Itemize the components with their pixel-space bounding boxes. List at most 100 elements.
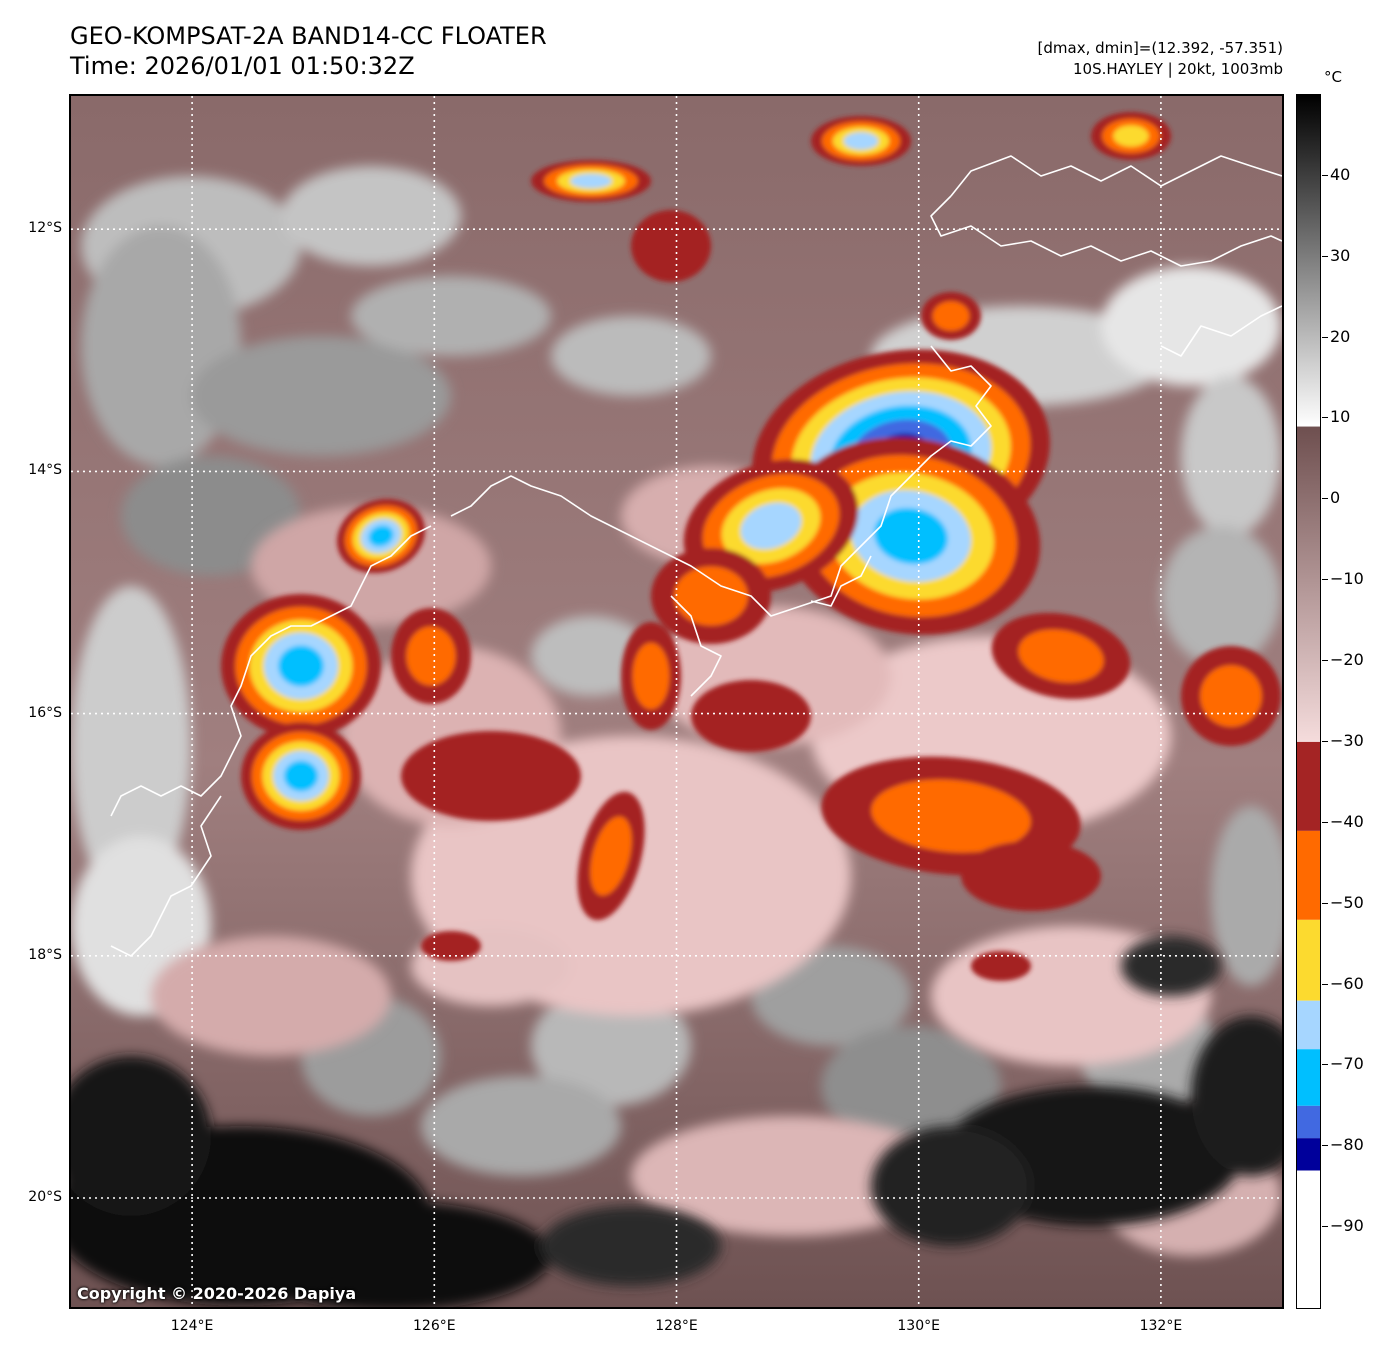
warm-cloud-patch <box>281 166 461 266</box>
colorbar-segment <box>1297 919 1320 1001</box>
convective-cell <box>1200 665 1262 727</box>
longitude-label: 128°E <box>655 1318 698 1334</box>
colorbar-segment <box>1297 426 1320 742</box>
colorbar-segment <box>1297 741 1320 831</box>
colorbar-tick-mark <box>1322 902 1328 904</box>
convection-layer <box>221 112 1281 981</box>
colorbar-tick-label: 20 <box>1330 326 1351 346</box>
latitude-label: 18°S <box>28 946 62 963</box>
latitude-label: 14°S <box>28 462 62 479</box>
colorbar-tick-label: −50 <box>1330 892 1364 912</box>
satellite-image-map[interactable]: Copyright © 2020-2026 Dapiya <box>69 94 1284 1309</box>
cirrus-patch <box>631 1116 951 1236</box>
coastline-segment <box>810 555 872 607</box>
colorbar-tick-label: −70 <box>1330 1054 1364 1074</box>
colorbar-tick-mark <box>1322 174 1328 176</box>
colorbar-tick-label: −20 <box>1330 650 1364 670</box>
temperature-colorbar <box>1296 94 1321 1309</box>
coastline-segment <box>110 795 222 957</box>
warm-cloud-patch <box>821 1026 1001 1146</box>
convective-cell <box>590 816 632 896</box>
warm-cloud-patch <box>1161 526 1281 666</box>
convective-cell <box>874 507 948 565</box>
latitude-label: 20°S <box>28 1189 62 1205</box>
colorbar-tick-mark <box>1322 579 1328 581</box>
clear-sky-patch <box>871 1126 1031 1246</box>
warm-cloud-patch <box>1101 266 1281 386</box>
convective-cell <box>401 731 581 821</box>
convective-cell <box>570 173 612 189</box>
colorbar-tick-mark <box>1322 255 1328 257</box>
coastline-segment <box>670 595 722 697</box>
warm-cloud-patch <box>531 986 691 1106</box>
colorbar-tick-mark <box>1322 1064 1328 1066</box>
clear-sky-patch <box>1191 1016 1282 1176</box>
colorbar-tick-label: −80 <box>1330 1135 1364 1155</box>
coastline-segment <box>110 525 432 817</box>
colorbar-tick-label: −40 <box>1330 811 1364 831</box>
colorbar-tick-mark <box>1322 336 1328 338</box>
gridlines <box>71 96 1282 1307</box>
map-timestamp: Time: 2026/01/01 01:50:32Z <box>70 52 415 80</box>
warm-cloud-patch <box>1181 376 1281 536</box>
longitude-label: 126°E <box>413 1318 456 1334</box>
colorbar-tick-mark <box>1322 417 1328 419</box>
convective-cell <box>631 210 711 282</box>
warm-cloud-patch <box>351 276 551 356</box>
longitude-label: 132°E <box>1139 1318 1183 1334</box>
warm-cloud-patch <box>191 336 451 456</box>
coastline <box>110 155 1282 957</box>
map-title: GEO-KOMPSAT-2A BAND14-CC FLOATER <box>70 22 547 50</box>
map-canvas <box>71 96 1282 1307</box>
colorbar-segment <box>1297 830 1320 920</box>
warm-cloud-patch <box>1211 806 1282 986</box>
colorbar-segment <box>1297 95 1320 427</box>
convective-cell <box>691 680 811 752</box>
cirrus-patch <box>151 936 391 1056</box>
convective-cell <box>406 626 456 686</box>
colorbar-tick-label: 0 <box>1330 488 1341 508</box>
colorbar-canvas <box>1297 95 1320 1308</box>
convective-cell <box>674 566 748 626</box>
copyright-notice: Copyright © 2020-2026 Dapiya <box>77 1284 357 1303</box>
convective-cell <box>1113 125 1149 147</box>
warm-cloud-patch <box>71 586 191 906</box>
convective-cell <box>1018 629 1104 683</box>
clear-sky-patch <box>541 1206 721 1286</box>
colorbar-tick-label: 40 <box>1330 164 1351 184</box>
colorbar-tick-mark <box>1322 983 1328 985</box>
coastline-segment <box>950 155 1282 197</box>
colorbar-tick-label: 10 <box>1330 407 1351 427</box>
colorbar-tick-label: 30 <box>1330 245 1351 265</box>
warm-cloud-patch <box>421 1076 621 1176</box>
convective-cell <box>421 931 481 961</box>
coastline-segment <box>930 195 1282 267</box>
coastline-segment <box>450 345 992 617</box>
colorbar-segment <box>1297 1049 1320 1106</box>
colorbar-segment <box>1297 1105 1320 1139</box>
colorbar-tick-mark <box>1322 498 1328 500</box>
colorbar-tick-mark <box>1322 1145 1328 1147</box>
convective-cell <box>843 132 879 150</box>
convective-cell <box>632 642 670 710</box>
colorbar-unit: °C <box>1324 68 1342 86</box>
colorbar-segment <box>1297 1138 1320 1171</box>
latitude-label: 16°S <box>28 704 62 721</box>
convective-cell <box>278 645 324 687</box>
clear-sky-layer <box>71 936 1282 1307</box>
colorbar-tick-mark <box>1322 660 1328 662</box>
colorbar-tick-label: −60 <box>1330 973 1364 993</box>
convective-cell <box>961 841 1101 911</box>
clear-sky-patch <box>231 1201 551 1307</box>
longitude-label: 124°E <box>170 1318 214 1334</box>
colorbar-tick-mark <box>1322 821 1328 823</box>
colorbar-tick-mark <box>1322 740 1328 742</box>
convective-cell <box>283 760 319 792</box>
clear-sky-patch <box>1121 936 1221 996</box>
colorbar-tick-label: −30 <box>1330 730 1364 750</box>
latitude-label: 12°S <box>28 220 62 237</box>
convective-cell <box>871 779 1031 853</box>
clear-sky-patch <box>71 1056 211 1216</box>
coastline-segment <box>1160 305 1282 357</box>
convective-cell <box>368 525 394 547</box>
